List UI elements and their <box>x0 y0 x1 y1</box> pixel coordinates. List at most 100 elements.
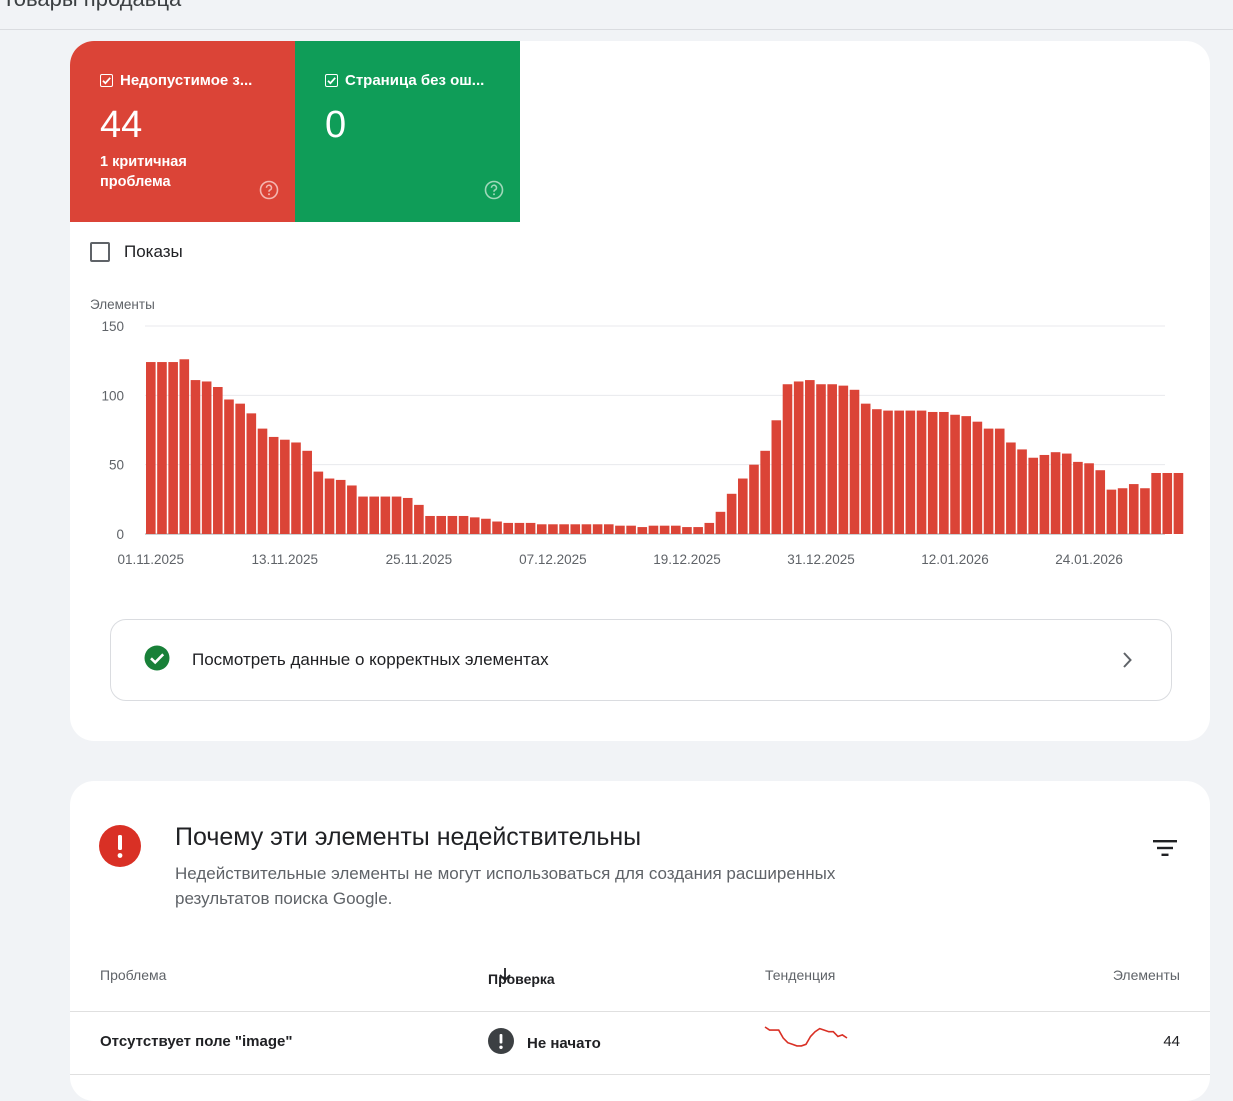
checkbox-checked-icon[interactable] <box>100 74 113 87</box>
chart-bar[interactable] <box>872 409 882 534</box>
chart-bar[interactable] <box>805 380 815 534</box>
chart-bar[interactable] <box>402 497 413 534</box>
chart-bar[interactable] <box>1151 472 1161 534</box>
chart-bar[interactable] <box>883 410 893 534</box>
chart-bar[interactable] <box>324 478 335 534</box>
table-row[interactable]: Отсутствует поле "image" Не начато 44 <box>70 1012 1210 1075</box>
chart-bar[interactable] <box>1128 484 1139 534</box>
chart-bar[interactable] <box>894 410 904 534</box>
chart-bar[interactable] <box>391 496 402 534</box>
chart-bar[interactable] <box>793 381 804 534</box>
chart-bar[interactable] <box>302 450 312 534</box>
chart-bar[interactable] <box>268 436 279 534</box>
chart-bar[interactable] <box>983 428 994 534</box>
chart-bar[interactable] <box>939 411 949 534</box>
chart-bar[interactable] <box>1117 488 1128 534</box>
view-valid-items-link[interactable]: Посмотреть данные о корректных элементах <box>110 619 1172 701</box>
invalid-items-tile[interactable]: Недопустимое з... 44 1 критичная проблем… <box>70 41 295 222</box>
chart-bar[interactable] <box>726 493 737 534</box>
chart-bar[interactable] <box>503 522 514 534</box>
chart-bar[interactable] <box>525 522 536 534</box>
chart-bar[interactable] <box>581 524 592 534</box>
chart-bar[interactable] <box>1162 472 1173 534</box>
chart-bar[interactable] <box>190 380 201 534</box>
chart-bar[interactable] <box>704 522 715 534</box>
column-header-trend[interactable]: Тенденция <box>765 967 836 983</box>
chart-bar[interactable] <box>425 515 435 534</box>
chart-bar[interactable] <box>1140 488 1150 534</box>
chart-bar[interactable] <box>603 524 614 534</box>
chart-bar[interactable] <box>648 525 659 534</box>
chart-bar[interactable] <box>280 439 290 534</box>
chart-bar[interactable] <box>358 496 368 534</box>
chart-bar[interactable] <box>950 414 960 534</box>
chart-bar[interactable] <box>536 524 547 534</box>
chart-bar[interactable] <box>994 428 1005 534</box>
chart-bar[interactable] <box>715 511 726 534</box>
chart-bar[interactable] <box>436 515 447 534</box>
chart-bar[interactable] <box>1017 449 1027 534</box>
chart-bar[interactable] <box>749 464 759 534</box>
chart-bar[interactable] <box>257 428 268 534</box>
chart-bar[interactable] <box>693 527 703 534</box>
chart-bar[interactable] <box>447 515 458 534</box>
chart-bar[interactable] <box>816 384 826 534</box>
chart-bar[interactable] <box>157 362 167 534</box>
column-header-items[interactable]: Элементы <box>1112 967 1180 983</box>
chart-bar[interactable] <box>592 524 603 534</box>
chart-bar[interactable] <box>670 525 681 534</box>
chart-bar[interactable] <box>213 387 223 534</box>
chart-bar[interactable] <box>1084 463 1094 534</box>
chart-bar[interactable] <box>246 413 257 534</box>
chart-bar[interactable] <box>682 527 692 534</box>
chart-bar[interactable] <box>235 403 245 534</box>
chart-bar[interactable] <box>347 485 357 534</box>
chart-bar[interactable] <box>838 385 849 534</box>
chart-bar[interactable] <box>458 515 469 534</box>
chart-bar[interactable] <box>972 421 983 534</box>
chart-bar[interactable] <box>1106 489 1117 534</box>
chart-bar[interactable] <box>201 381 212 534</box>
chart-bar[interactable] <box>771 420 782 534</box>
chart-bar[interactable] <box>548 524 558 534</box>
chart-bar[interactable] <box>927 411 938 534</box>
chart-bar[interactable] <box>659 525 670 534</box>
help-icon[interactable] <box>259 180 279 205</box>
help-icon[interactable] <box>484 180 504 205</box>
chart-bar[interactable] <box>961 416 972 534</box>
chart-bar[interactable] <box>369 496 379 534</box>
checkbox-checked-icon[interactable] <box>325 74 338 87</box>
chart-bar[interactable] <box>1173 472 1184 534</box>
chart-bar[interactable] <box>860 403 871 534</box>
chart-bar[interactable] <box>1039 454 1050 534</box>
filter-icon[interactable] <box>1153 839 1177 862</box>
chart-bar[interactable] <box>335 479 346 534</box>
chart-bar[interactable] <box>916 410 927 534</box>
chart-bar[interactable] <box>514 522 525 534</box>
chart-bar[interactable] <box>380 496 391 534</box>
chart-bar[interactable] <box>1050 452 1061 534</box>
chart-bar[interactable] <box>827 384 837 534</box>
chart-bar[interactable] <box>1061 453 1072 534</box>
shows-toggle[interactable]: Показы <box>90 242 183 262</box>
chart-bar[interactable] <box>559 524 569 534</box>
chart-bar[interactable] <box>492 521 502 534</box>
chart-bar[interactable] <box>760 450 770 534</box>
chart-bar[interactable] <box>1006 442 1016 534</box>
chart-bar[interactable] <box>905 410 916 534</box>
chart-bar[interactable] <box>637 527 648 534</box>
chart-bar[interactable] <box>1095 470 1106 534</box>
column-header-problem[interactable]: Проблема <box>100 967 167 983</box>
chart-bar[interactable] <box>782 384 793 534</box>
chart-bar[interactable] <box>570 524 581 534</box>
chart-bar[interactable] <box>626 525 636 534</box>
valid-items-tile[interactable]: Страница без ош... 0 <box>295 41 520 222</box>
chart-bar[interactable] <box>1073 461 1083 534</box>
chart-bar[interactable] <box>414 504 424 534</box>
chart-bar[interactable] <box>224 399 234 534</box>
chart-bar[interactable] <box>168 362 178 534</box>
chart-bar[interactable] <box>291 442 301 534</box>
chart-bar[interactable] <box>849 389 860 534</box>
chart-bar[interactable] <box>481 518 491 534</box>
chart-bar[interactable] <box>146 362 156 534</box>
